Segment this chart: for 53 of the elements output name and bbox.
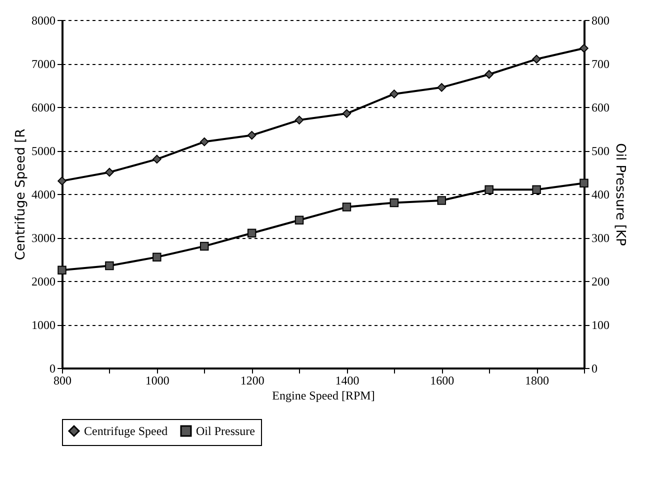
x-tick-label: 1200 xyxy=(240,374,264,388)
y2-axis-title: Oil Pressure [KP xyxy=(612,143,628,246)
point xyxy=(390,90,399,98)
y-tick-label: 2000 xyxy=(32,274,56,288)
point xyxy=(152,252,162,262)
y2-tick-label: 0 xyxy=(592,362,598,376)
y-axis-title: Centrifuge Speed [R xyxy=(14,128,28,260)
point xyxy=(437,83,446,92)
y-tick-label: 8000 xyxy=(32,14,56,28)
y-tick-label: 7000 xyxy=(32,57,56,71)
x-tick-label: 800 xyxy=(54,374,72,388)
y-tick-label: 5000 xyxy=(32,144,56,158)
point xyxy=(532,185,541,194)
x-tick-label: 1600 xyxy=(430,374,454,388)
y-tick-label: 1000 xyxy=(32,318,56,332)
point xyxy=(200,242,209,251)
x-tick-label: 1000 xyxy=(145,374,170,388)
point xyxy=(247,228,256,238)
point xyxy=(342,202,352,212)
legend-label: Oil Pressure xyxy=(196,424,255,438)
point xyxy=(390,198,399,208)
y-tick-label: 3000 xyxy=(32,231,56,245)
y2-tick-label: 400 xyxy=(592,188,610,202)
x-tick-label: 1400 xyxy=(335,374,360,388)
point xyxy=(484,70,494,79)
x-axis-title: Engine Speed [RPM] xyxy=(272,388,375,402)
point xyxy=(152,154,162,164)
y2-tick-label: 200 xyxy=(592,274,610,288)
y2-tick-label: 100 xyxy=(592,318,610,332)
x-tick-label: 1800 xyxy=(525,374,550,388)
point xyxy=(247,130,256,140)
point xyxy=(200,137,209,146)
y2-tick-label: 600 xyxy=(592,100,610,114)
point xyxy=(580,44,588,53)
point xyxy=(294,116,304,124)
y-tick-label: 4000 xyxy=(32,188,56,202)
y2-tick-label: 700 xyxy=(592,57,610,71)
y2-tick-label: 800 xyxy=(592,14,610,28)
y-tick-label: 6000 xyxy=(32,100,56,114)
point xyxy=(105,168,114,177)
y2-tick-label: 500 xyxy=(592,144,610,158)
point xyxy=(484,185,494,194)
point xyxy=(532,54,541,64)
point xyxy=(437,196,446,205)
y-tick-label: 0 xyxy=(50,362,56,376)
point xyxy=(294,216,304,224)
y2-tick-label: 300 xyxy=(592,231,610,245)
point xyxy=(342,109,352,118)
point xyxy=(580,178,588,188)
point xyxy=(58,176,66,186)
point xyxy=(58,266,66,274)
point xyxy=(105,261,114,270)
legend-label: Centrifuge Speed xyxy=(84,424,168,438)
